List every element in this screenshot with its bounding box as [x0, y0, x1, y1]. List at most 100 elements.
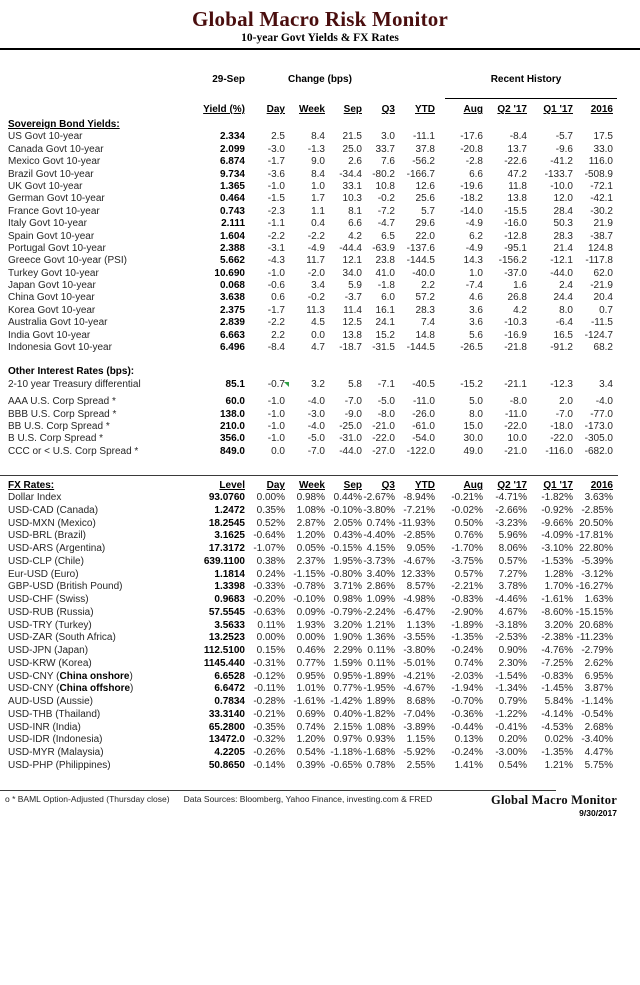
value-cell: 0.05%	[296, 543, 325, 555]
row-label: USD-THB (Thailand)	[8, 708, 101, 720]
value-cell: 12.33%	[401, 568, 435, 580]
value-cell: -54.0	[412, 433, 435, 445]
footer: o * BAML Option-Adjusted (Thursday close…	[0, 791, 640, 817]
value-cell: -2.90%	[451, 606, 483, 618]
yield-cell: 3.638	[219, 292, 245, 304]
value-cell: -2.0	[307, 267, 325, 279]
yield-cell: 0.464	[219, 193, 245, 205]
value-cell: -18.2	[460, 193, 483, 205]
fx-row: USD-MYR (Malaysia) 4.2205 -0.26% 0.54% -…	[8, 747, 640, 760]
bond-row: China Govt 10-year 3.638 0.6 -0.2 -3.7 6…	[8, 292, 640, 304]
value-cell: -10.3	[504, 317, 527, 329]
value-cell: -1.7	[267, 304, 285, 316]
value-cell: 1.15%	[406, 734, 435, 746]
value-cell: -7.04%	[403, 708, 435, 720]
value-cell: 0.09%	[296, 606, 325, 618]
column-header: Q2 '17	[497, 480, 527, 492]
value-cell: -117.8	[585, 255, 613, 267]
value-cell: -3.73%	[363, 555, 395, 567]
value-cell: 34.0	[342, 267, 362, 279]
value-cell: -4.76%	[541, 645, 573, 657]
value-cell: -3.7	[344, 292, 362, 304]
value-cell: -3.80%	[363, 504, 395, 516]
value-cell: 8.4	[311, 168, 325, 180]
value-cell: -30.2	[590, 205, 613, 217]
value-cell: 5.9	[348, 280, 362, 292]
value-cell: 1.63%	[584, 594, 613, 606]
value-cell: 5.0	[469, 396, 483, 408]
spread-cell: 60.0	[225, 396, 245, 408]
yield-cell: 10.690	[214, 267, 245, 279]
spread-cell: 138.0	[219, 408, 245, 420]
value-cell: 0.11%	[367, 657, 395, 669]
footer-brand-block: Global Macro Monitor 9/30/2017	[491, 793, 617, 817]
value-cell: 8.68%	[406, 696, 435, 708]
value-cell: -18.0	[550, 420, 573, 432]
value-cell: 47.2	[507, 168, 527, 180]
row-label: BBB U.S. Corp Spread *	[8, 408, 117, 420]
value-cell: -4.53%	[541, 721, 573, 733]
value-cell: -9.0	[344, 408, 362, 420]
value-cell: -0.79%	[330, 606, 362, 618]
value-cell: -31.5	[372, 342, 395, 354]
value-cell: -20.8	[460, 143, 483, 155]
value-cell: -5.0	[377, 396, 395, 408]
fx-row: USD-ZAR (South Africa) 13.2523 0.00% 0.0…	[8, 632, 640, 645]
column-header: YTD	[415, 104, 435, 115]
value-cell: -11.5	[590, 317, 613, 329]
yield-cell: 5.662	[219, 255, 245, 267]
value-cell: -1.1	[267, 218, 285, 230]
fx-row: USD-RUB (Russia) 57.5545 -0.63% 0.09% -0…	[8, 607, 640, 620]
value-cell: 1.13%	[406, 619, 435, 631]
value-cell: -1.89%	[363, 670, 395, 682]
column-header: Yield (%)	[203, 104, 245, 115]
value-cell: 14.3	[463, 255, 483, 267]
value-cell: 2.6	[348, 156, 362, 168]
value-cell: -40.5	[412, 378, 435, 390]
value-cell: 0.0	[271, 445, 285, 457]
row-label: Eur-USD (Euro)	[8, 568, 79, 580]
fx-row: USD-IDR (Indonesia) 13472.0 -0.32% 1.20%…	[8, 734, 640, 747]
value-cell: -137.6	[406, 242, 435, 254]
value-cell: -0.26%	[253, 747, 285, 759]
value-cell: 4.7	[311, 342, 325, 354]
value-cell: 26.8	[507, 292, 527, 304]
level-cell: 57.5545	[208, 606, 245, 618]
value-cell: -21.8	[504, 342, 527, 354]
value-cell: -1.89%	[451, 619, 483, 631]
value-cell: -4.9	[465, 242, 483, 254]
row-label: 2-10 year Treasury differential	[8, 378, 141, 390]
row-label: USD-MXN (Mexico)	[8, 517, 96, 529]
value-cell: -11.0	[412, 396, 435, 408]
rate-row: B U.S. Corp Spread * 356.0 -1.0 -5.0 -31…	[8, 433, 640, 445]
row-label: AUD-USD (Aussie)	[8, 696, 94, 708]
value-cell: -15.5	[504, 205, 527, 217]
value-cell: 15.0	[463, 420, 483, 432]
value-cell: 0.98%	[296, 492, 325, 504]
row-label	[8, 103, 190, 116]
value-cell: 3.6	[469, 317, 483, 329]
value-cell: 1.41%	[454, 759, 483, 771]
value-cell: -5.39%	[581, 555, 613, 567]
value-cell: 6.6	[469, 168, 483, 180]
footer-notes: o * BAML Option-Adjusted (Thursday close…	[5, 794, 432, 804]
data-sources-note: Data Sources: Bloomberg, Yahoo Finance, …	[183, 793, 433, 804]
column-header: Q1 '17	[543, 480, 573, 492]
value-cell: 4.67%	[498, 606, 527, 618]
value-cell: -44.4	[339, 242, 362, 254]
value-cell: 0.0	[311, 329, 325, 341]
level-cell: 93.0760	[208, 492, 245, 504]
value-cell: -1.95%	[363, 683, 395, 695]
value-cell: -11.1	[412, 131, 435, 143]
value-cell: -124.7	[584, 329, 613, 341]
value-cell: -8.4	[267, 342, 285, 354]
row-label: Portugal Govt 10-year	[8, 242, 106, 254]
value-cell: 49.0	[463, 445, 483, 457]
fx-row: USD-KRW (Korea) 1145.440 -0.31% 0.77% 1.…	[8, 658, 640, 671]
value-cell: -1.94%	[451, 683, 483, 695]
value-cell: -44.0	[339, 445, 362, 457]
value-cell: 0.95%	[296, 670, 325, 682]
value-cell: 3.78%	[498, 581, 527, 593]
value-cell: -3.80%	[403, 645, 435, 657]
bond-row: German Govt 10-year 0.464 -1.5 1.7 10.3 …	[8, 193, 640, 205]
